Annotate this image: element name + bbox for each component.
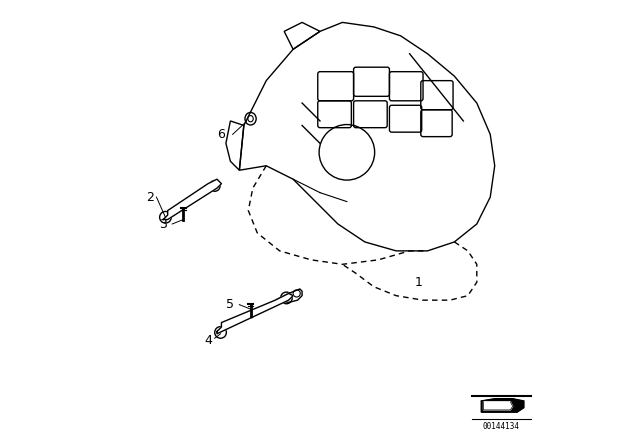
Text: 2: 2 — [146, 190, 154, 204]
Text: 4: 4 — [204, 334, 212, 347]
Text: 5: 5 — [227, 298, 234, 311]
Text: 3: 3 — [159, 217, 167, 231]
Polygon shape — [163, 179, 221, 220]
Text: 1: 1 — [415, 276, 422, 289]
Text: 00144134: 00144134 — [483, 422, 520, 431]
Text: 6: 6 — [218, 128, 225, 141]
Polygon shape — [484, 402, 513, 410]
Polygon shape — [481, 399, 524, 412]
Polygon shape — [217, 293, 293, 334]
